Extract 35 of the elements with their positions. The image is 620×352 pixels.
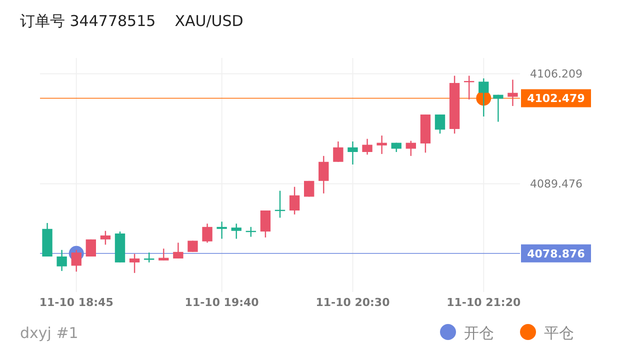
candlestick	[318, 155, 329, 194]
candlestick	[173, 242, 184, 260]
y-tick-label: 4089.476	[530, 178, 582, 191]
x-tick-label: 11-10 19:40	[184, 296, 260, 309]
candlestick	[289, 186, 300, 216]
candlestick	[100, 230, 111, 246]
candlestick	[188, 240, 198, 253]
candlestick	[71, 249, 82, 272]
chart-title: 订单号 344778515 XAU/USD	[20, 12, 244, 30]
candlestick	[56, 249, 67, 272]
legend-label: 开仓	[464, 324, 494, 342]
candlestick	[362, 138, 372, 156]
candlestick	[144, 252, 154, 264]
candlestick	[508, 79, 518, 107]
y-tick-label: 4106.209	[530, 68, 582, 81]
candlestick	[129, 253, 140, 274]
candlestick	[493, 94, 504, 122]
candlestick	[216, 221, 227, 240]
candlestick	[158, 248, 169, 262]
candlestick	[478, 78, 489, 118]
candlestick	[434, 114, 446, 134]
candlestick	[260, 210, 271, 238]
text: dxyj #1	[20, 324, 78, 342]
candlestick	[406, 140, 416, 157]
x-tick-label: 11-10 20:30	[316, 296, 390, 309]
candlestick	[231, 223, 242, 240]
ref-line-label: 4078.876	[527, 247, 586, 260]
x-tick-label: 11-10 18:45	[39, 296, 114, 309]
candlestick	[202, 223, 212, 244]
candlestick	[333, 140, 344, 162]
candlestick	[348, 140, 358, 166]
candlestick	[376, 134, 387, 155]
ref-line-label: 4102.479	[527, 92, 585, 106]
x-tick-label: 11-10 21:20	[446, 296, 521, 309]
legend-label: 平仓	[544, 324, 574, 342]
